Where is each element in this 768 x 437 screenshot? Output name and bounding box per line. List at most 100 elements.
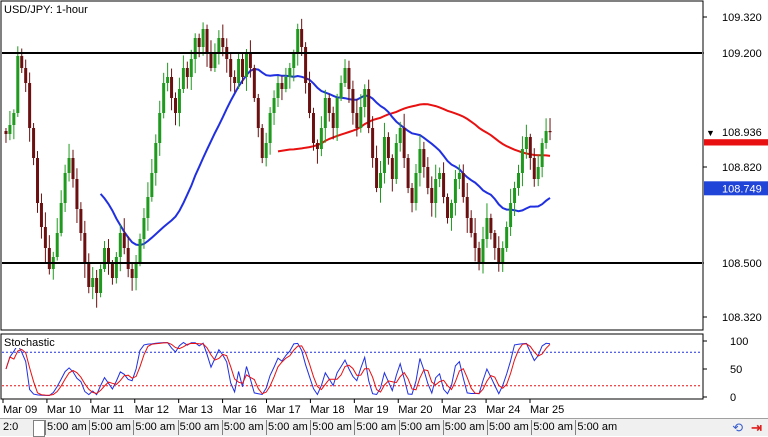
x-tick-label: Mar 25	[530, 404, 564, 416]
candle-body	[181, 68, 185, 89]
scrollbar-time-cell: 5:00 am	[179, 421, 220, 433]
x-tick-label: Mar 17	[267, 404, 301, 416]
scrollbar-separator	[531, 420, 533, 435]
scrollbar-separator	[221, 420, 223, 435]
stoch-title-bg	[2, 335, 60, 348]
scrollbar-time-cell: 5:00 am	[400, 421, 441, 433]
candle-body	[256, 98, 260, 128]
scrollbar-separator	[398, 420, 400, 435]
candle-body	[422, 149, 426, 167]
candle-body	[99, 269, 103, 293]
candle-body	[520, 149, 524, 173]
candle-body	[528, 137, 532, 158]
price-tag-label: 109.200	[722, 48, 762, 60]
scrollbar-separator	[89, 420, 91, 435]
candle-body	[513, 188, 517, 203]
price-tag	[704, 125, 768, 140]
time-scrollbar[interactable]: 2:0 5:00 am 5:00 am 5:00 am 5:00 am 5:00 am 5:…	[0, 418, 768, 437]
x-tick-label: Mar 13	[179, 404, 213, 416]
candle-body	[24, 68, 28, 83]
chart-canvas: 109.320109.200108.820108.500108.320109.2…	[0, 0, 768, 418]
candle-body	[493, 233, 497, 248]
candle-body	[347, 68, 351, 89]
main-chart-title: USD/JPY: 1-hour	[4, 4, 88, 16]
candle-body	[461, 173, 465, 197]
x-tick-label: Mar 16	[223, 404, 257, 416]
candle-body	[8, 125, 12, 134]
scrollbar-separator	[133, 420, 135, 435]
candle-body	[359, 107, 363, 128]
scrollbar-time-cell: 2:0	[3, 421, 19, 433]
y-tick-label: 108.320	[722, 312, 762, 324]
candle-body	[335, 98, 339, 128]
sma-long-line	[277, 103, 551, 157]
candle-body	[473, 233, 477, 248]
candle-body	[371, 128, 375, 158]
main-title-bg	[2, 2, 96, 16]
candle-body	[524, 137, 528, 149]
candle-body	[154, 143, 158, 173]
candle-body	[67, 158, 71, 173]
candle-body	[4, 131, 8, 134]
stoch-y-tick-label: 0	[730, 392, 736, 404]
candle-body	[477, 248, 481, 263]
candle-body	[465, 197, 469, 218]
candle-body	[469, 218, 473, 233]
candle-body	[91, 278, 95, 287]
sync-icon[interactable]: ⟲	[732, 420, 744, 435]
y-tick-label: 108.820	[722, 162, 762, 174]
scrollbar-time-cell: 5:00 am	[444, 421, 485, 433]
scrollbar-time-cell: 5:00 am	[577, 421, 618, 433]
candle-body	[292, 53, 296, 68]
candle-body	[32, 128, 36, 158]
candle-body	[446, 197, 450, 218]
candle-body	[442, 173, 446, 197]
x-tick-label: Mar 11	[91, 404, 124, 416]
candle-body	[162, 83, 166, 113]
scrollbar-time-cell: 5:00 am	[268, 421, 308, 433]
candle-body	[233, 77, 237, 83]
scroll-thumb[interactable]	[33, 420, 45, 437]
scroll-end-icon[interactable]: ⇥	[751, 420, 762, 435]
scrollbar-separator	[442, 420, 444, 435]
candle-body	[331, 113, 335, 128]
candle-body	[311, 113, 315, 143]
candle-body	[193, 38, 197, 59]
candle-body	[414, 173, 418, 203]
candle-body	[457, 173, 461, 179]
price-tag	[704, 46, 768, 60]
candle-body	[532, 158, 536, 179]
candle-body	[177, 89, 181, 113]
price-tag	[704, 181, 768, 196]
scrollbar-separator	[177, 420, 179, 435]
candle-body	[481, 239, 485, 263]
candle-body	[501, 248, 505, 263]
candle-body	[55, 233, 59, 257]
candle-body	[138, 239, 142, 263]
candle-body	[304, 47, 308, 83]
candle-body	[87, 263, 91, 287]
candle-body	[71, 158, 75, 179]
candle-body	[390, 158, 394, 179]
price-tag-label: 108.500	[722, 258, 762, 270]
candle-body	[355, 113, 359, 128]
price-tag-label: 108.749	[722, 183, 762, 195]
candle-body	[43, 227, 47, 248]
scrollbar-separator	[575, 420, 577, 435]
candle-body	[118, 233, 122, 257]
candle-body	[300, 29, 304, 47]
candle-body	[221, 38, 225, 47]
candle-body	[296, 29, 300, 53]
candle-body	[516, 173, 520, 188]
candle-body	[382, 137, 386, 173]
candle-body	[28, 83, 32, 128]
candle-body	[106, 248, 110, 263]
x-tick-label: Mar 18	[310, 404, 344, 416]
candle-body	[375, 158, 379, 188]
scrollbar-separator	[310, 420, 312, 435]
scrollbar-separator	[266, 420, 267, 435]
candle-body	[237, 59, 241, 83]
main-chart-frame	[0, 0, 704, 331]
candle-body	[449, 203, 453, 218]
candle-body	[36, 158, 40, 203]
